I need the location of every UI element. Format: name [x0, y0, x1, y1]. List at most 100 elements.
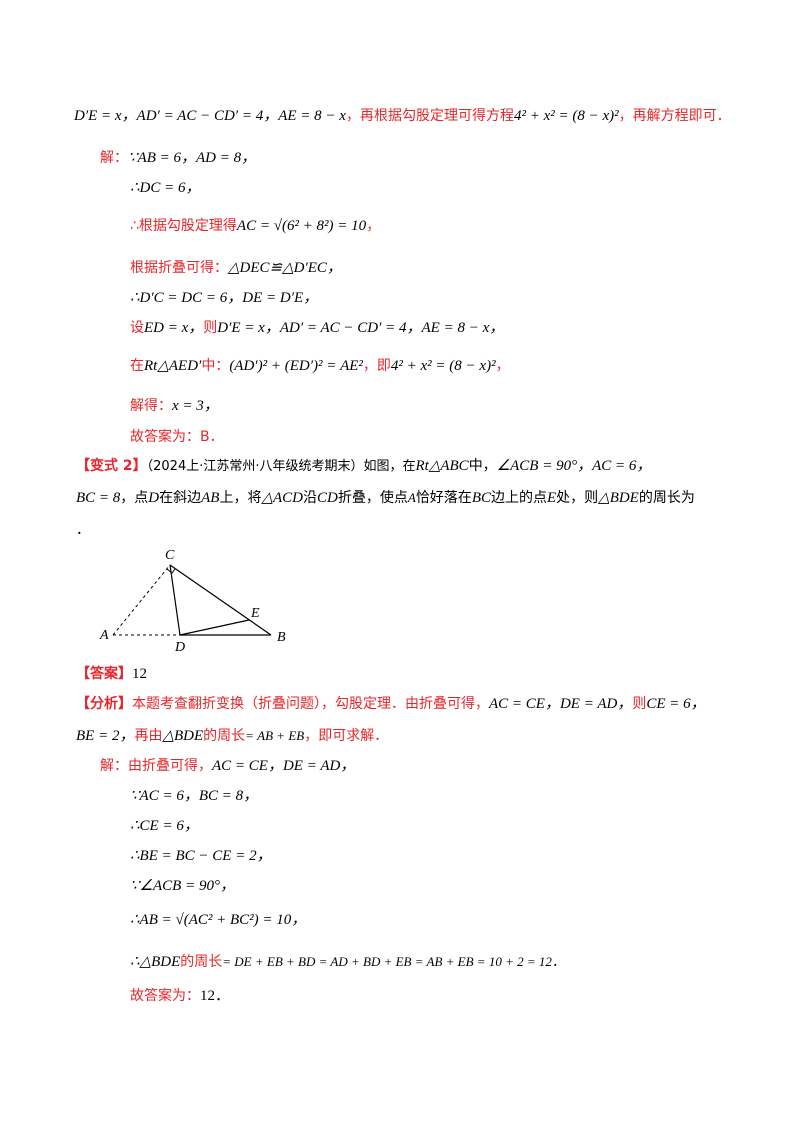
answer-line: 【答案】12	[76, 664, 147, 684]
analysis-ce: CE = 6，	[646, 696, 706, 712]
solution2-line-3: ∴CE = 6，	[130, 816, 199, 836]
variant-line-1: 【变式 2】（2024上·江苏常州·八年级统考期末）如图，在Rt△ABC中，∠A…	[76, 456, 651, 477]
solution2-bde: ∴△BDE	[130, 954, 181, 970]
solution-pythag-text: ∴根据勾股定理得	[130, 218, 237, 234]
variant-cd: CD	[317, 490, 338, 506]
analysis-text-1: 本题考查翻折变换（折叠问题），勾股定理．由折叠可得，	[132, 696, 489, 712]
solution2-line-2: ∵AC = 6，BC = 8，	[130, 786, 258, 806]
segment-de	[179, 619, 250, 636]
solution-line-4: 根据折叠可得：△DEC≌△D′EC，	[130, 258, 342, 278]
solution2-line-6: ∴AB = √(AC² + BC²) = 10，	[130, 910, 306, 930]
solution-line-6: 设ED = x，则D′E = x，AD′ = AC − CD′ = 4，AE =…	[130, 318, 504, 338]
analysis-again: 再由	[134, 728, 163, 744]
variant-text-r: 的周长为	[638, 490, 695, 506]
variant-ac: AC = 6，	[592, 458, 652, 474]
solution-answer: B．	[200, 429, 224, 445]
right-angle-mark	[166, 568, 176, 574]
solution2-label: 解：	[100, 758, 128, 774]
solution2-calc: = DE + EB + BD = AD + BD + EB = AB + EB …	[222, 954, 565, 969]
solution2-angle: ∵∠ACB = 90°，	[130, 878, 235, 894]
solution2-answer: 12．	[200, 988, 231, 1004]
solution-in2: 中：	[201, 358, 230, 374]
label-d: D	[174, 640, 185, 655]
answer-value: 12	[132, 666, 147, 682]
variant-bc: BC = 8	[76, 490, 121, 506]
variant-source: （2024上·江苏常州·八年级统考期末）如图，在	[146, 459, 416, 474]
answer-label: 【答案】	[76, 666, 132, 682]
variant-point-a: A	[407, 490, 416, 505]
solution-ac: AC = √(6² + 8²) = 10	[236, 218, 367, 234]
variant-text-l: 恰好落在	[415, 490, 472, 506]
solution-given: ∵AB = 6，AD = 8，	[128, 150, 257, 166]
solution2-line-5: ∵∠ACB = 90°，	[130, 876, 235, 896]
solution-dc-de: ∴D′C = DC = 6，DE = D′E，	[130, 290, 319, 306]
variant-line-2: BC = 8，点D在斜边AB上，将△ACD沿CD折叠，使点A恰好落在BC边上的点…	[76, 488, 695, 508]
solution-answer-label: 故答案为：	[130, 429, 200, 445]
solution-fold-text: 根据折叠可得：	[130, 260, 228, 276]
intro-equation: 4² + x² = (8 − x)²	[513, 108, 619, 124]
solution-line-2: ∴DC = 6，	[130, 178, 201, 198]
analysis-be: BE = 2，	[76, 728, 135, 744]
label-c: C	[165, 548, 175, 563]
solution2-given: ∵AC = 6，BC = 8，	[130, 788, 259, 804]
solution-let: 设	[130, 320, 144, 336]
intro-line: D′E = x，AD′ = AC − CD′ = 4，AE = 8 − x，再根…	[74, 106, 731, 126]
triangle-figure: C A D B E	[99, 548, 286, 655]
dashed-ac	[112, 564, 171, 636]
label-a: A	[99, 628, 109, 643]
variant-text-f: 上，将	[219, 490, 262, 506]
intro-text: ，再根据勾股定理可得方程	[345, 108, 514, 124]
solution-line-9: 故答案为：B．	[130, 427, 224, 447]
solution2-be: ∴BE = BC − CE = 2，	[130, 848, 272, 864]
variant-angle: ∠ACB = 90°，	[496, 458, 593, 474]
solution-dc: ∴DC = 6，	[130, 180, 201, 196]
solution2-line-4: ∴BE = BC − CE = 2，	[130, 846, 272, 866]
variant-blank: ．	[76, 522, 90, 538]
solution2-line-7: ∴△BDE的周长= DE + EB + BD = AD + BD + EB = …	[130, 952, 565, 972]
solution2-fold: 由折叠可得，	[128, 758, 212, 774]
solution-namely: ，即	[362, 358, 391, 374]
variant-text-n: 边上的点	[490, 490, 547, 506]
variant-bc-edge: BC	[471, 490, 491, 506]
solution-eq2: 4² + x² = (8 − x)²	[390, 358, 496, 374]
solution-relations: D′E = x，AD′ = AC − CD′ = 4，AE = 8 − x，	[217, 320, 505, 336]
variant-bde: △BDE	[598, 490, 639, 506]
analysis-then: 则	[632, 696, 647, 712]
intro-end: ，再解方程即可．	[618, 108, 731, 124]
solution-comma: ，	[366, 218, 381, 234]
solution-line-3: ∴根据勾股定理得AC = √(6² + 8²) = 10，	[130, 216, 380, 236]
variant-label: 【变式 2】	[76, 458, 147, 474]
variant-triangle: Rt△ABC	[415, 458, 469, 474]
solution-x: x = 3，	[172, 398, 219, 414]
solution-line-1: 解：∵AB = 6，AD = 8，	[100, 148, 256, 168]
variant-line-3: ．	[76, 520, 90, 540]
analysis-ac-ce: AC = CE，	[489, 696, 560, 712]
solution-label: 解：	[100, 150, 128, 166]
solution2-answer-label: 故答案为：	[130, 988, 200, 1004]
solution-line-8: 解得：x = 3，	[130, 396, 219, 416]
solution2-de-ad: DE = AD，	[282, 758, 356, 774]
intro-math: D′E = x，AD′ = AC − CD′ = 4，AE = 8 − x	[74, 108, 346, 124]
solution2-line-1: 解：由折叠可得，AC = CE，DE = AD，	[100, 756, 355, 776]
label-b: B	[277, 630, 286, 645]
solution2-ab: ∴AB = √(AC² + BC²) = 10，	[130, 912, 307, 928]
variant-text-j: 折叠，使点	[337, 490, 408, 506]
solution-line-7: 在Rt△AED′中：(AD′)² + (ED′)² = AE²，即4² + x²…	[130, 356, 510, 376]
solution-pythag-eq: (AD′)² + (ED′)² = AE²	[229, 358, 363, 374]
analysis-label: 【分析】	[76, 696, 132, 712]
analysis-de-ad: DE = AD，	[559, 696, 633, 712]
solution-in: 在	[130, 358, 144, 374]
solution2-perimeter: 的周长	[180, 954, 223, 970]
solution2-ce: ∴CE = 6，	[130, 818, 199, 834]
variant-acd: △ACD	[261, 490, 304, 506]
variant-ab: AB	[201, 490, 220, 506]
variant-in: 中，	[468, 458, 497, 474]
solution-ed: ED = x，	[144, 320, 204, 336]
analysis-perimeter: 的周长	[203, 728, 246, 744]
variant-text-p: 处，则	[556, 490, 599, 506]
solution-congruent: △DEC≌△D′EC，	[228, 260, 342, 276]
analysis-bde: △BDE	[162, 728, 204, 744]
solution-then: 则	[203, 320, 218, 336]
analysis-ab-eb: = AB + EB	[245, 728, 305, 743]
segment-cb	[169, 564, 272, 636]
